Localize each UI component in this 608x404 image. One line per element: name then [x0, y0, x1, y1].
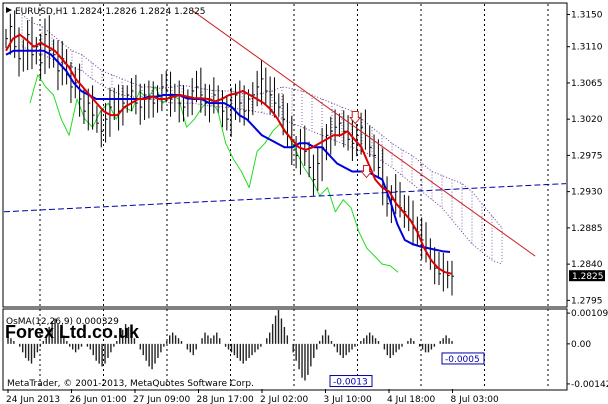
chart-title-group: EURUSD,H1 1.2824 1.2826 1.2824 1.2825: [6, 7, 206, 17]
indicator-label-text: -0.0013: [333, 378, 368, 388]
chart-title: EURUSD,H1 1.2824 1.2826 1.2824 1.2825: [15, 7, 206, 17]
current-price-tag: 1.2825: [569, 270, 605, 282]
indicator-tick-label: 0.00109: [571, 309, 608, 319]
copyright-text: MetaTrader, © 2001-2013, MetaQuotes Soft…: [7, 379, 254, 389]
vertical-grid: [39, 4, 549, 389]
time-tick-label: 8 Jul 03:00: [451, 395, 500, 404]
indicator-label-text: -0.0005: [445, 355, 480, 365]
time-tick-label: 24 Jun 2013: [6, 395, 60, 404]
price-tick-label: 1.3065: [571, 79, 603, 89]
price-tick-label: 1.3020: [571, 115, 603, 125]
red-series-line: [5, 33, 453, 275]
time-tick-label: 27 Jun 09:00: [133, 395, 190, 404]
current-price-label: 1.2825: [572, 272, 604, 282]
trendlines[interactable]: [3, 10, 567, 257]
price-tick-label: 1.2840: [571, 260, 603, 270]
time-tick-label: 28 Jun 17:00: [197, 395, 254, 404]
price-tick-label: 1.2885: [571, 224, 603, 234]
indicator-axis: 0.00109 0.00 -0.00142: [567, 309, 608, 390]
signal-arrows: [349, 111, 373, 179]
time-tick-label: 26 Jun 01:00: [70, 395, 127, 404]
indicator-tick-label: -0.00142: [571, 380, 608, 390]
trendline: [3, 183, 567, 213]
triangle-icon: [6, 7, 12, 13]
price-tick-label: 1.3150: [571, 10, 603, 20]
trendline: [191, 10, 536, 257]
time-axis: 24 Jun 2013 26 Jun 01:00 27 Jun 09:00 28 Ju…: [6, 389, 499, 404]
indicator-value-labels: -0.0013 -0.0005: [329, 352, 485, 388]
time-tick-label: 2 Jul 02:00: [260, 395, 309, 404]
blue-series-line: [5, 49, 451, 253]
price-tick-label: 1.2975: [571, 151, 603, 161]
indicator-frame: [2, 308, 568, 391]
down-arrow-icon: [360, 165, 373, 179]
time-tick-label: 4 Jul 18:00: [387, 395, 436, 404]
time-tick-label: 3 Jul 10:00: [324, 395, 373, 404]
price-axis: 1.3150 1.3110 1.3065 1.3020 1.2975 1.2930 1.28…: [567, 10, 603, 306]
watermark-text: Forex Ltd.co.uk: [5, 322, 140, 342]
price-tick-label: 1.3110: [571, 43, 603, 53]
indicator-label-box: [441, 352, 485, 365]
indicator-label-box: [329, 375, 373, 388]
indicator-name: OsMA(12,26,9) 0.000329: [6, 317, 119, 327]
red-line: [5, 33, 453, 275]
price-tick-label: 1.2795: [571, 296, 603, 306]
down-arrow-icon: [349, 111, 362, 125]
indicator-tick-label: 0.00: [571, 340, 591, 350]
price-tick-label: 1.2930: [571, 188, 603, 198]
osma-histogram: [7, 310, 453, 381]
price-bars: [5, 10, 454, 296]
blue-line: [5, 49, 451, 253]
